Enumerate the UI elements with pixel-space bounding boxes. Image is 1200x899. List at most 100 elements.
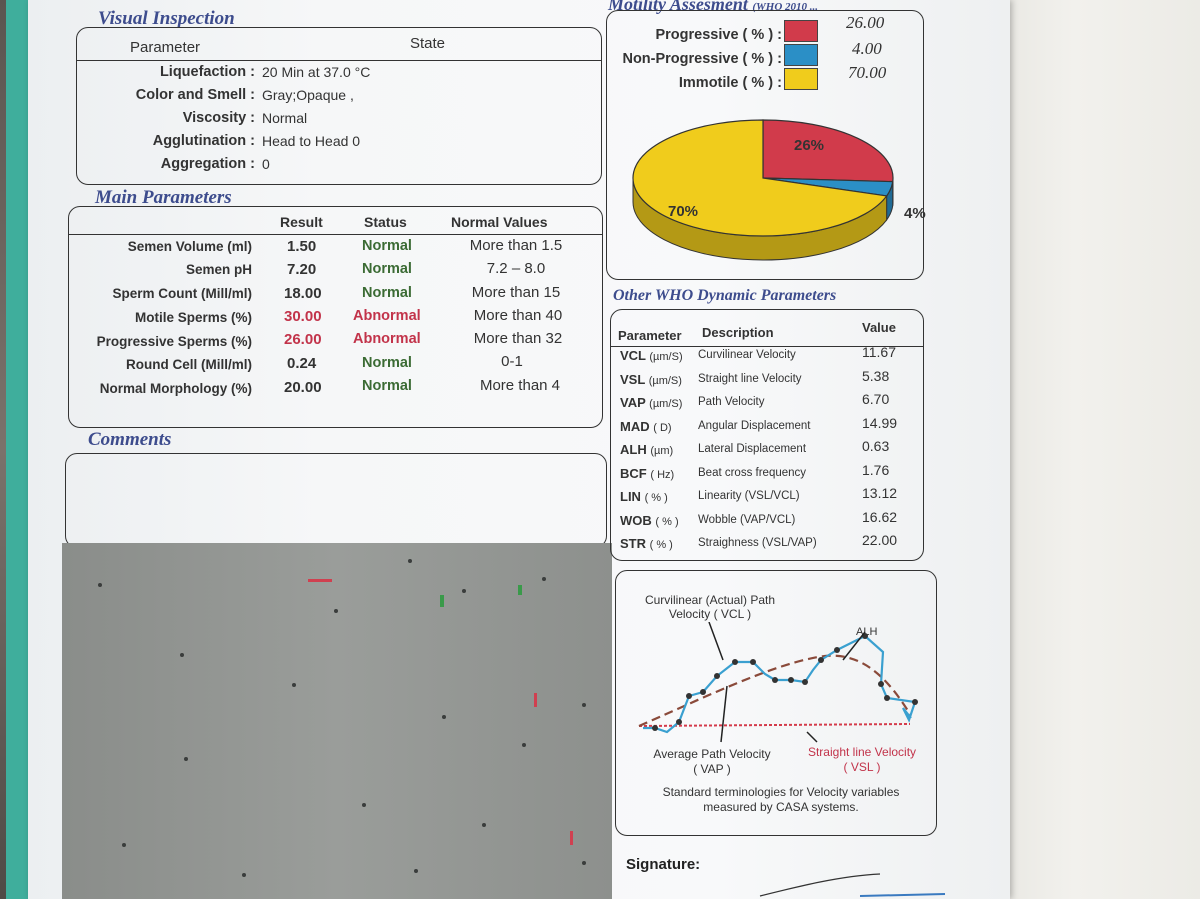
mp-status-progressive-sperms: Abnormal [353,331,421,347]
track-marker-red [308,579,332,582]
vcl-label-line2: Velocity ( VCL ) [668,607,752,621]
mp-normal-round-cell: 0-1 [501,353,523,370]
mp-label-semen-ph: Semen pH [185,262,252,277]
who-param-code-text: LIN [620,489,641,504]
motility-label-immotile: Immotile ( % ) : [678,75,782,91]
path-point [912,699,918,705]
path-point [772,677,778,683]
who-param-code-text: STR [620,536,646,551]
who-param-value: 22.00 [862,532,898,548]
mp-status-semen-volume: Normal [362,238,412,254]
comments-box [65,453,607,548]
mp-status-sperm-count: Normal [362,285,412,301]
vsl-label-line1: Straight line Velocity [807,745,917,759]
sperm-cell [334,609,338,613]
sperm-cell [414,869,418,873]
sperm-cell [98,583,102,587]
background-sheet [990,0,1200,899]
path-point [878,681,884,687]
sperm-cell [582,703,586,707]
motility-label-progressive: Progressive ( % ) : [655,27,782,43]
signature-label: Signature: [626,856,701,873]
who-param-unit: ( D) [653,421,672,434]
vap-arrow [720,685,728,743]
vi-label-viscosity: Viscosity : [182,110,255,126]
vsl-straight-line [638,723,911,727]
legend-swatch-progressive [784,20,818,42]
who-param-unit: ( Hz) [650,468,675,481]
sperm-cell [184,757,188,761]
path-point [818,657,824,663]
path-point [686,693,692,699]
mp-label-semen-volume: Semen Volume (ml) [127,239,252,254]
motility-box [606,10,924,280]
path-point [700,689,706,695]
who-param-code: BCF ( Hz) [620,466,674,481]
mp-label-normal-morphology: Normal Morphology (%) [99,381,252,396]
mp-result-motile-sperms: 30.00 [284,308,322,325]
vi-value-liquefaction: 20 Min at 37.0 °C [262,64,371,80]
header-divider [69,234,602,235]
who-param-value: 6.70 [862,391,890,407]
pie-label-immotile: 70% [668,203,698,220]
signature-scribble [759,873,946,897]
who-param-code: VCL (µm/S) [620,348,683,363]
path-point [884,695,890,701]
track-marker-red [534,693,537,707]
alh-label: ALH [856,626,878,638]
who-param-value: 0.63 [862,438,890,454]
vi-col-state: State [410,35,446,52]
who-param-description: Curvilinear Velocity [698,349,796,361]
sperm-cell [482,823,486,827]
visual-inspection-title: Visual Inspection [98,8,235,29]
who-params-title: Other WHO Dynamic Parameters [613,287,837,304]
pie-slice-progressive [762,119,894,183]
motility-value-progressive: 26.00 [846,13,885,32]
sperm-cell [442,715,446,719]
motility-value-immotile: 70.00 [848,63,887,82]
who-params-box [610,309,924,561]
who-param-code-text: ALH [620,442,647,457]
who-param-unit: (µm/S) [649,351,683,363]
pie-label-non-progressive: 4% [904,205,926,222]
who-param-description: Straighness (VSL/VAP) [698,537,817,549]
who-param-description: Angular Displacement [698,419,811,432]
mp-normal-normal-morphology: More than 4 [479,377,561,394]
who-param-value: 16.62 [862,508,898,525]
legend-swatch-immotile [784,68,818,90]
vi-value-color-smell: Gray;Opaque , [262,87,354,103]
vi-value-aggregation: 0 [262,156,270,172]
who-param-code-text: VCL [620,348,646,363]
who-param-description: Wobble (VAP/VCL) [698,513,796,526]
who-col-description: Description [702,325,774,340]
mp-result-progressive-sperms: 26.00 [284,331,322,348]
who-param-unit: (µm/S) [649,398,683,410]
sperm-cell [522,743,526,747]
mp-result-normal-morphology: 20.00 [284,379,322,396]
who-param-description: Path Velocity [698,396,765,408]
who-param-code: WOB ( % ) [620,513,679,528]
mp-status-motile-sperms: Abnormal [353,308,421,324]
velocity-path-diagram [638,622,918,743]
path-point [652,725,658,731]
who-col-value: Value [862,320,896,335]
mp-result-round-cell: 0.24 [287,355,317,372]
who-param-unit: ( % ) [644,492,668,504]
legend-swatch-non-progressive [784,44,818,66]
vi-label-agglutination: Agglutination : [152,133,255,149]
vsl-label-line2: ( VSL ) [843,760,881,774]
vi-label-aggregation: Aggregation : [160,156,255,172]
who-param-code-text: VSL [620,371,646,387]
diagram-caption-line2: measured by CASA systems. [703,800,859,814]
main-parameters-title: Main Parameters [95,187,232,208]
sperm-cell [408,559,412,563]
mp-status-round-cell: Normal [362,355,412,371]
mp-status-normal-morphology: Normal [362,378,412,394]
mp-normal-semen-ph: 7.2 – 8.0 [486,260,546,277]
sperm-cell [242,873,246,877]
vap-label-line1: Average Path Velocity [653,747,771,761]
sperm-cell [292,683,296,687]
mp-normal-motile-sperms: More than 40 [473,307,563,324]
mp-label-sperm-count: Sperm Count (Mill/ml) [112,286,253,301]
mp-col-result: Result [280,214,323,230]
